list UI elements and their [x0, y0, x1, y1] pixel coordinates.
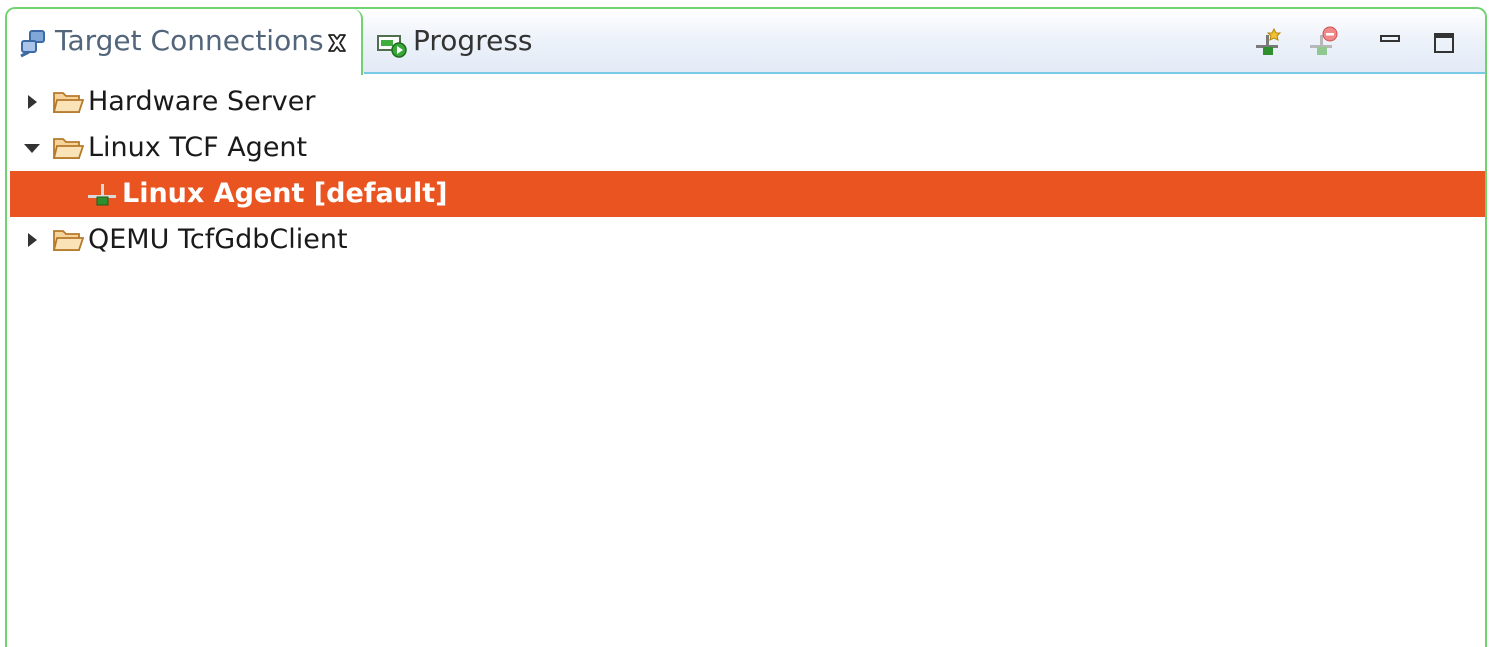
tab-target-connections-label: Target Connections — [55, 24, 324, 57]
minimize-icon[interactable] — [1372, 25, 1408, 59]
tab-progress-label: Progress — [413, 24, 533, 57]
new-connection-icon[interactable] — [1250, 25, 1286, 59]
tree-item-label: Hardware Server — [88, 86, 316, 117]
close-icon[interactable] — [325, 31, 349, 55]
agent-connection-icon — [88, 184, 116, 206]
maximize-icon[interactable] — [1426, 25, 1462, 59]
target-connections-icon — [20, 30, 45, 58]
tab-bar-divider — [364, 72, 1485, 74]
tree-item-qemu-tcfgdbclient[interactable]: QEMU TcfGdbClient — [10, 217, 1485, 263]
tab-target-connections[interactable]: Target Connections — [7, 9, 363, 75]
tab-progress[interactable]: Progress — [367, 9, 557, 73]
disconnect-icon[interactable] — [1304, 25, 1340, 59]
tree-item-linux-agent-default[interactable]: Linux Agent [default] — [10, 171, 1485, 217]
chevron-right-icon[interactable] — [22, 230, 42, 250]
folder-icon — [52, 230, 84, 251]
progress-icon — [377, 35, 407, 58]
tab-bar: Target Connections Progress — [7, 9, 1485, 75]
tree-item-label: Linux TCF Agent — [88, 132, 308, 163]
folder-icon — [52, 92, 84, 113]
tree-item-hardware-server[interactable]: Hardware Server — [10, 79, 1485, 125]
tree-item-label: QEMU TcfGdbClient — [88, 224, 348, 255]
folder-icon — [52, 138, 84, 159]
target-connections-view: Target Connections Progress — [5, 7, 1487, 647]
chevron-right-icon[interactable] — [22, 92, 42, 112]
tree-item-linux-tcf-agent[interactable]: Linux TCF Agent — [10, 125, 1485, 171]
connections-tree: Hardware Server Linux TCF Agent Linux Ag… — [10, 79, 1485, 263]
tree-item-label: Linux Agent [default] — [122, 178, 448, 209]
chevron-down-icon[interactable] — [22, 138, 42, 158]
